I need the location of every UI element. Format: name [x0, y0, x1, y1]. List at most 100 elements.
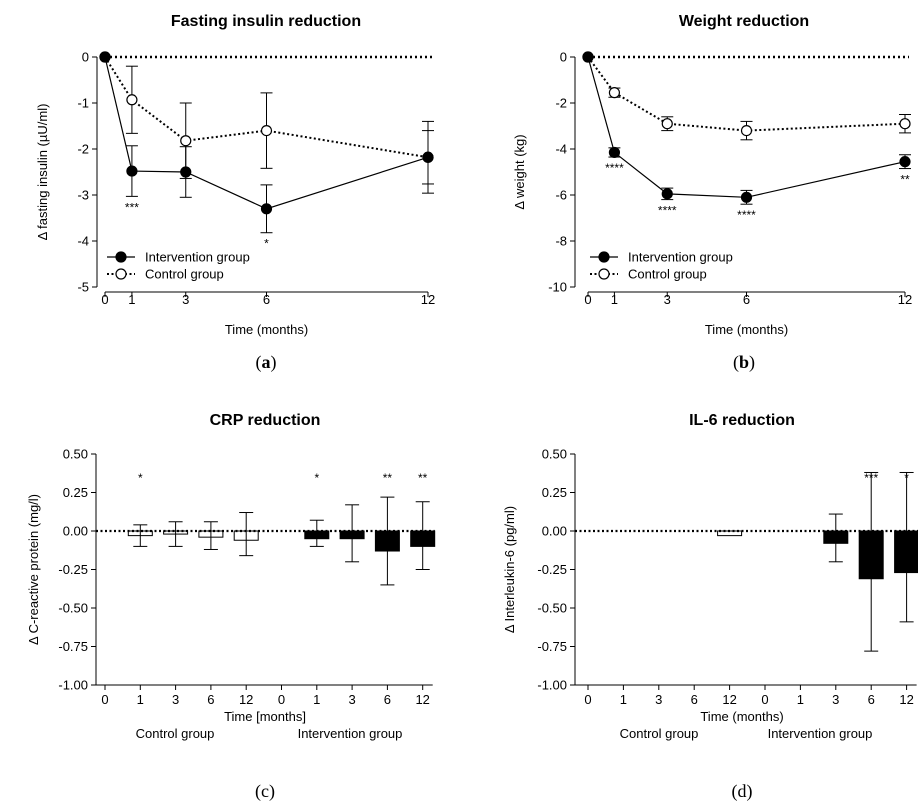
x-tick-label: 6 — [384, 692, 391, 707]
chart-title: Weight reduction — [679, 13, 809, 30]
x-tick-label: 0 — [101, 692, 108, 707]
y-tick-label: -4 — [77, 234, 89, 249]
legend-label: Control group — [145, 267, 224, 282]
data-point-intervention — [608, 146, 621, 159]
legend-marker — [115, 268, 127, 280]
x-tick-label: 3 — [664, 292, 671, 307]
data-point-intervention — [582, 51, 594, 63]
y-tick-label: -6 — [555, 188, 567, 203]
significance-mark: ** — [900, 173, 910, 187]
x-tick-label: 6 — [868, 692, 875, 707]
x-tick-label: 1 — [620, 692, 627, 707]
significance-mark: **** — [605, 161, 624, 175]
data-point-intervention — [661, 188, 673, 200]
y-tick-label: 0 — [82, 50, 89, 65]
y-tick-label: -0.75 — [537, 639, 567, 654]
data-point-control — [180, 135, 192, 147]
significance-mark: * — [138, 471, 143, 485]
y-tick-label: -5 — [77, 280, 89, 295]
significance-mark: **** — [658, 204, 677, 218]
x-tick-label: 6 — [263, 292, 270, 307]
x-tick-label: 12 — [898, 292, 912, 307]
group-label: Control group — [136, 726, 215, 741]
x-tick-label: 3 — [182, 292, 189, 307]
significance-mark: *** — [864, 471, 878, 485]
y-tick-label: -2 — [77, 142, 89, 157]
y-tick-label: 0.00 — [542, 524, 567, 539]
x-tick-label: 0 — [278, 692, 285, 707]
legend-marker — [598, 268, 610, 280]
y-tick-label: -0.50 — [58, 601, 88, 616]
y-tick-label: -10 — [548, 280, 567, 295]
y-tick-label: -1.00 — [537, 678, 567, 693]
y-axis-label: Δ C-reactive protein (mg/l) — [26, 494, 41, 645]
chart-panel-d: IL-6 reduction 0.50 0.25 0.00 -0.25 -0.50 -0.7… — [502, 412, 918, 802]
legend-marker — [598, 251, 610, 263]
legend-marker — [115, 251, 127, 263]
y-tick-label: -1.00 — [58, 678, 88, 693]
x-axis-label: Time (months) — [705, 322, 788, 337]
panel-label: (d) — [732, 781, 753, 802]
x-tick-label: 0 — [584, 292, 591, 307]
data-point-control — [661, 118, 673, 130]
data-point-intervention — [180, 166, 192, 178]
data-point-intervention — [260, 203, 273, 215]
x-tick-label: 6 — [691, 692, 698, 707]
x-tick-label: 12 — [722, 692, 736, 707]
group-label: Intervention group — [298, 726, 403, 741]
chart-title: IL-6 reduction — [689, 412, 795, 429]
y-axis-label: Δ fasting insulin (µU/ml) — [35, 104, 50, 241]
y-tick-label: -3 — [77, 188, 89, 203]
y-tick-label: 0.50 — [542, 447, 567, 462]
y-tick-label: -0.25 — [537, 562, 567, 577]
x-tick-label: 12 — [421, 292, 435, 307]
x-tick-label: 12 — [239, 692, 253, 707]
chart-panel-a: Fasting insulin reduction 0 -1 -2 -3 -4 -5 0 1 3 6… — [35, 13, 435, 373]
panel-label: (b) — [733, 352, 755, 373]
x-tick-label: 3 — [832, 692, 839, 707]
x-tick-label: 3 — [172, 692, 179, 707]
significance-mark: *** — [125, 200, 139, 214]
x-tick-label: 0 — [584, 692, 591, 707]
x-tick-label: 6 — [743, 292, 750, 307]
chart-panel-b: Weight reduction 0 -2 -4 -6 -8 -10 0 1 3 6 12 Time (… — [512, 13, 912, 373]
data-point-control — [608, 87, 621, 99]
significance-mark: * — [904, 471, 909, 485]
significance-mark: * — [314, 471, 319, 485]
series-line-control — [587, 56, 906, 132]
x-tick-label: 1 — [128, 292, 135, 307]
legend-label: Intervention group — [628, 250, 733, 265]
significance-mark: ** — [383, 471, 393, 485]
x-tick-label: 3 — [348, 692, 355, 707]
data-point-intervention — [740, 191, 753, 203]
x-tick-label: 3 — [655, 692, 662, 707]
panel-label: (c) — [255, 781, 275, 802]
x-tick-label: 6 — [207, 692, 214, 707]
data-point-control — [260, 125, 273, 137]
x-tick-label: 1 — [137, 692, 144, 707]
x-tick-label: 12 — [899, 692, 913, 707]
y-tick-label: 0 — [560, 50, 567, 65]
significance-mark: **** — [737, 208, 756, 222]
y-tick-label: 0.00 — [63, 524, 88, 539]
chart-panel-c: CRP reduction 0.50 0.25 0.00 -0.25 -0.50 -0.75… — [26, 412, 436, 802]
x-tick-label: 0 — [101, 292, 108, 307]
y-axis-label: Δ weight (kg) — [512, 134, 527, 209]
x-axis-label: Time (months) — [700, 709, 783, 724]
x-axis-label: Time (months) — [225, 322, 308, 337]
data-point-intervention — [899, 156, 911, 168]
x-tick-label: 1 — [313, 692, 320, 707]
data-point-control — [126, 94, 138, 106]
significance-mark: ** — [418, 471, 428, 485]
x-tick-label: 1 — [611, 292, 618, 307]
legend-label: Control group — [628, 267, 707, 282]
y-tick-label: -0.50 — [537, 601, 567, 616]
y-tick-label: -0.25 — [58, 562, 88, 577]
x-axis-label: Time [months] — [224, 709, 306, 724]
x-tick-label: 12 — [415, 692, 429, 707]
x-tick-label: 0 — [761, 692, 768, 707]
x-tick-label: 1 — [797, 692, 804, 707]
chart-title: Fasting insulin reduction — [171, 13, 361, 30]
y-axis-label: Δ Interleukin-6 (pg/ml) — [502, 506, 517, 633]
